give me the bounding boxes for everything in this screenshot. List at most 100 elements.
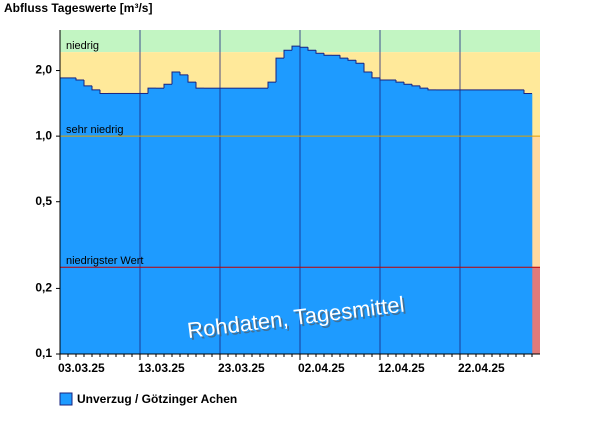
- area-step: [364, 71, 373, 354]
- area-step: [196, 88, 205, 355]
- area-step: [76, 79, 85, 354]
- step-edge: [427, 88, 436, 91]
- area-step: [60, 77, 69, 355]
- step-edge: [171, 71, 180, 85]
- step-edge: [195, 82, 204, 89]
- area-step: [228, 88, 237, 355]
- x-tick-label: 02.04.25: [298, 361, 345, 375]
- area-step: [340, 58, 349, 355]
- area-step: [276, 58, 285, 355]
- step-edge: [371, 71, 380, 79]
- area-step: [300, 47, 309, 354]
- step-edge: [267, 81, 276, 89]
- area-step: [292, 46, 301, 355]
- area-step: [284, 50, 293, 354]
- area-step: [428, 89, 437, 354]
- area-step: [380, 79, 389, 354]
- y-tick-label: 2,0: [35, 63, 52, 77]
- step-edge: [419, 85, 428, 89]
- x-tick-label: 13.03.25: [138, 361, 185, 375]
- step-edge: [275, 57, 284, 83]
- area-step: [212, 88, 221, 355]
- step-edge: [395, 79, 404, 83]
- x-tick-label: 12.04.25: [378, 361, 425, 375]
- area-step: [444, 89, 453, 354]
- area-step: [116, 93, 125, 354]
- area-step: [356, 63, 365, 354]
- level-label: sehr niedrig: [66, 124, 123, 136]
- level-label: niedrig: [66, 40, 99, 52]
- step-edge: [347, 58, 356, 61]
- step-edge: [179, 71, 188, 76]
- y-tick-label: 0,2: [35, 281, 52, 295]
- area-step: [220, 88, 229, 355]
- area-step: [204, 88, 213, 355]
- area-step: [156, 88, 165, 355]
- area-step: [180, 74, 189, 355]
- area-step: [140, 93, 149, 354]
- y-tick-label: 0,5: [35, 194, 52, 208]
- step-edge: [147, 87, 156, 94]
- area-step: [324, 55, 333, 355]
- area-step: [476, 89, 485, 354]
- area-step: [124, 93, 133, 354]
- chart-title: Abfluss Tageswerte [m³/s]: [4, 1, 152, 15]
- step-edge: [83, 79, 92, 87]
- area-step: [436, 89, 445, 354]
- area-step: [148, 88, 157, 355]
- area-step: [244, 88, 253, 355]
- y-tick-label: 1,0: [35, 128, 52, 142]
- area-step: [252, 88, 261, 355]
- area-step: [84, 85, 93, 354]
- step-edge: [187, 74, 196, 83]
- step-edge: [323, 53, 332, 56]
- area-step: [260, 88, 269, 355]
- area-step: [460, 89, 469, 354]
- area-step: [484, 89, 493, 354]
- step-edge: [291, 45, 300, 51]
- step-edge: [315, 50, 324, 54]
- area-step: [524, 93, 533, 354]
- area-step: [420, 88, 429, 355]
- area-step: [68, 77, 77, 355]
- area-step: [316, 53, 325, 354]
- plot: [60, 45, 533, 355]
- area-step: [188, 82, 197, 354]
- area-step: [348, 60, 357, 355]
- step-edge: [339, 55, 348, 59]
- area-step: [236, 88, 245, 355]
- step-edge: [91, 85, 100, 91]
- area-step: [132, 93, 141, 354]
- area-step: [412, 85, 421, 354]
- area-step: [468, 89, 477, 354]
- area-step: [516, 89, 525, 354]
- y-tick-label: 0,1: [35, 346, 52, 360]
- area-step: [404, 84, 413, 354]
- step-edge: [307, 47, 316, 51]
- level-label: niedrigster Wert: [66, 255, 143, 267]
- step-edge: [363, 63, 372, 73]
- area-step: [388, 79, 397, 354]
- step-edge: [411, 84, 420, 87]
- step-edge: [75, 77, 84, 81]
- legend-swatch: [59, 392, 73, 406]
- area-step: [500, 89, 509, 354]
- area-step: [108, 93, 117, 354]
- area-step: [492, 89, 501, 354]
- area-step: [308, 50, 317, 354]
- area-step: [372, 77, 381, 355]
- area-step: [452, 89, 461, 354]
- x-tick-label: 23.03.25: [218, 361, 265, 375]
- area-step: [508, 89, 517, 354]
- step-edge: [403, 82, 412, 85]
- area-step: [268, 82, 277, 354]
- step-edge: [163, 83, 172, 89]
- area-step: [164, 84, 173, 354]
- step-edge: [355, 60, 364, 64]
- area-step: [92, 89, 101, 354]
- x-tick-label: 03.03.25: [58, 361, 105, 375]
- area-step: [332, 55, 341, 355]
- area-step: [100, 93, 109, 354]
